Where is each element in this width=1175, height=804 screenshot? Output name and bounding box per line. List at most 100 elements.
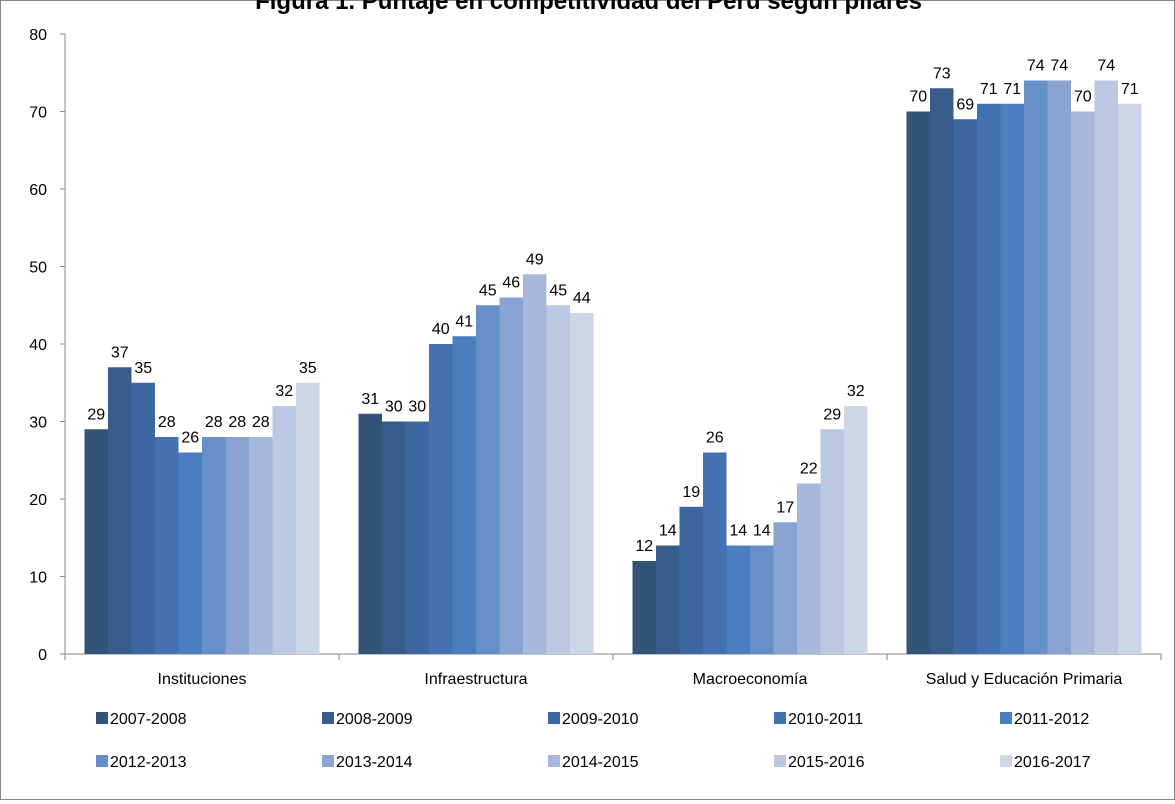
data-label: 46 (502, 275, 520, 292)
data-label: 28 (205, 414, 223, 431)
bar (953, 119, 977, 654)
bar (405, 421, 429, 654)
data-label: 35 (134, 360, 152, 377)
data-label: 14 (729, 523, 747, 540)
bars (84, 80, 1142, 654)
data-label: 70 (909, 89, 927, 106)
x-tick-label: Macroeconomía (693, 671, 808, 688)
data-label: 28 (252, 414, 270, 431)
bar (84, 429, 108, 654)
y-tick-label: 20 (29, 492, 47, 509)
bar (1071, 111, 1095, 654)
data-label: 71 (1003, 81, 1021, 98)
bar (523, 274, 547, 654)
legend-label: 2010-2011 (788, 711, 863, 728)
data-label: 45 (549, 282, 567, 299)
data-label: 74 (1050, 58, 1068, 75)
data-label: 73 (933, 65, 951, 82)
data-label: 26 (706, 430, 724, 447)
bar (382, 421, 406, 654)
bar (546, 305, 570, 654)
legend-swatch (1000, 712, 1012, 724)
bar (906, 111, 930, 654)
data-label: 41 (455, 313, 473, 330)
bar (679, 506, 703, 654)
y-tick-label: 30 (29, 415, 47, 432)
legend-swatch (96, 755, 108, 767)
legend-label: 2015-2016 (788, 754, 865, 771)
legend-swatch (548, 755, 560, 767)
bar (272, 406, 296, 654)
chart-title: Figura 1. Puntaje en competitividad del … (255, 0, 922, 15)
bar (930, 88, 954, 654)
bar (797, 483, 821, 654)
data-label: 12 (635, 538, 653, 555)
data-label: 32 (275, 383, 293, 400)
x-tick-label: Infraestructura (424, 671, 527, 688)
data-labels: 29 37 35 28 26 28 28 28 32 35 31 30 30 40 41 45 46 49 45 44… (87, 58, 1138, 556)
legend-label: 2009-2010 (562, 711, 639, 728)
data-label: 28 (158, 414, 176, 431)
legend-swatch (322, 712, 334, 724)
bar (358, 413, 382, 654)
bar (844, 406, 868, 654)
data-label: 44 (573, 290, 591, 307)
legend-swatch (96, 712, 108, 724)
data-label: 22 (800, 461, 818, 478)
data-label: 49 (526, 251, 544, 268)
legend-swatch (322, 755, 334, 767)
bar (476, 305, 500, 654)
bar (1000, 103, 1024, 654)
bar (452, 336, 476, 654)
bar (703, 452, 727, 654)
data-label: 28 (228, 414, 246, 431)
bar (155, 437, 179, 654)
data-label: 70 (1074, 89, 1092, 106)
bar (108, 367, 132, 654)
bar (726, 545, 750, 654)
data-label: 29 (823, 406, 841, 423)
data-label: 30 (408, 399, 426, 416)
legend-label: 2008-2009 (336, 711, 413, 728)
y-tick-label: 10 (29, 570, 47, 587)
legend-label: 2013-2014 (336, 754, 413, 771)
data-label: 14 (659, 523, 677, 540)
legend-label: 2014-2015 (562, 754, 639, 771)
data-label: 32 (847, 383, 865, 400)
axes: 0 10 20 30 40 50 60 70 80 Instituciones Infraestru… (29, 27, 1162, 688)
y-tick-label: 80 (29, 27, 47, 44)
bar (178, 452, 202, 654)
y-tick-label: 0 (38, 647, 47, 664)
data-label: 30 (385, 399, 403, 416)
data-label: 37 (111, 344, 129, 361)
legend-swatch (548, 712, 560, 724)
data-label: 74 (1097, 58, 1115, 75)
bar (249, 437, 273, 654)
data-label: 71 (1121, 81, 1139, 98)
bar (773, 522, 797, 654)
data-label: 40 (432, 321, 450, 338)
legend-label: 2007-2008 (110, 711, 187, 728)
legend-swatch (774, 755, 786, 767)
data-label: 19 (682, 484, 700, 501)
bar (1094, 80, 1118, 654)
bar (202, 437, 226, 654)
bar (225, 437, 249, 654)
bar (570, 313, 594, 654)
data-label: 69 (956, 96, 974, 113)
data-label: 31 (361, 391, 379, 408)
data-label: 35 (299, 360, 317, 377)
legend-swatch (774, 712, 786, 724)
data-label: 29 (87, 406, 105, 423)
y-tick-label: 40 (29, 337, 47, 354)
bar (296, 382, 320, 654)
bar (656, 545, 680, 654)
y-tick-label: 70 (29, 105, 47, 122)
legend-swatch (1000, 755, 1012, 767)
legend-label: 2016-2017 (1014, 754, 1091, 771)
x-tick-label: Salud y Educación Primaria (926, 671, 1123, 688)
data-label: 71 (980, 81, 998, 98)
bar (977, 103, 1001, 654)
data-label: 45 (479, 282, 497, 299)
